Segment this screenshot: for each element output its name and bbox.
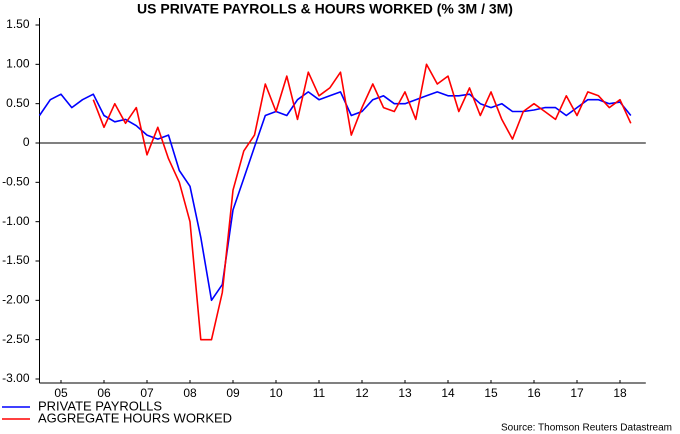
x-tick-label: 05 <box>54 386 68 400</box>
x-tick-label: 10 <box>269 386 283 400</box>
y-tick-label: -2.00 <box>2 293 30 307</box>
y-tick-label: -1.50 <box>2 253 30 267</box>
x-tick-label: 06 <box>97 386 111 400</box>
y-tick-label: -3.00 <box>2 371 30 385</box>
legend-label: PRIVATE PAYROLLS <box>38 398 162 413</box>
y-tick-label: -2.50 <box>2 332 30 346</box>
x-tick-label: 12 <box>355 386 369 400</box>
y-tick-label: -0.50 <box>2 175 30 189</box>
source: Source: Thomson Reuters Datastream <box>501 423 672 434</box>
x-tick-label: 17 <box>570 386 584 400</box>
line-series <box>92 63 632 341</box>
x-tick-label: 08 <box>183 386 197 400</box>
x-tick-label: 18 <box>613 386 627 400</box>
x-tick-label: 15 <box>484 386 498 400</box>
chart-title: US PRIVATE PAYROLLS & HOURS WORKED (% 3M… <box>137 1 513 17</box>
x-tick-label: 16 <box>527 386 541 400</box>
y-tick-label: 0.50 <box>6 96 30 110</box>
y-tick-label: 1.00 <box>6 57 30 71</box>
line-series <box>38 91 632 302</box>
x-tick-label: 14 <box>441 386 455 400</box>
x-tick-label: 13 <box>398 386 412 400</box>
x-tick-label: 11 <box>313 386 326 400</box>
y-tick-label: -1.00 <box>2 214 30 228</box>
x-tick-label: 09 <box>226 386 240 400</box>
legend-label: AGGREGATE HOURS WORKED <box>38 410 232 425</box>
y-tick-label: 1.50 <box>6 17 30 31</box>
x-tick-label: 07 <box>140 386 154 400</box>
y-tick-label: 0 <box>23 135 30 149</box>
